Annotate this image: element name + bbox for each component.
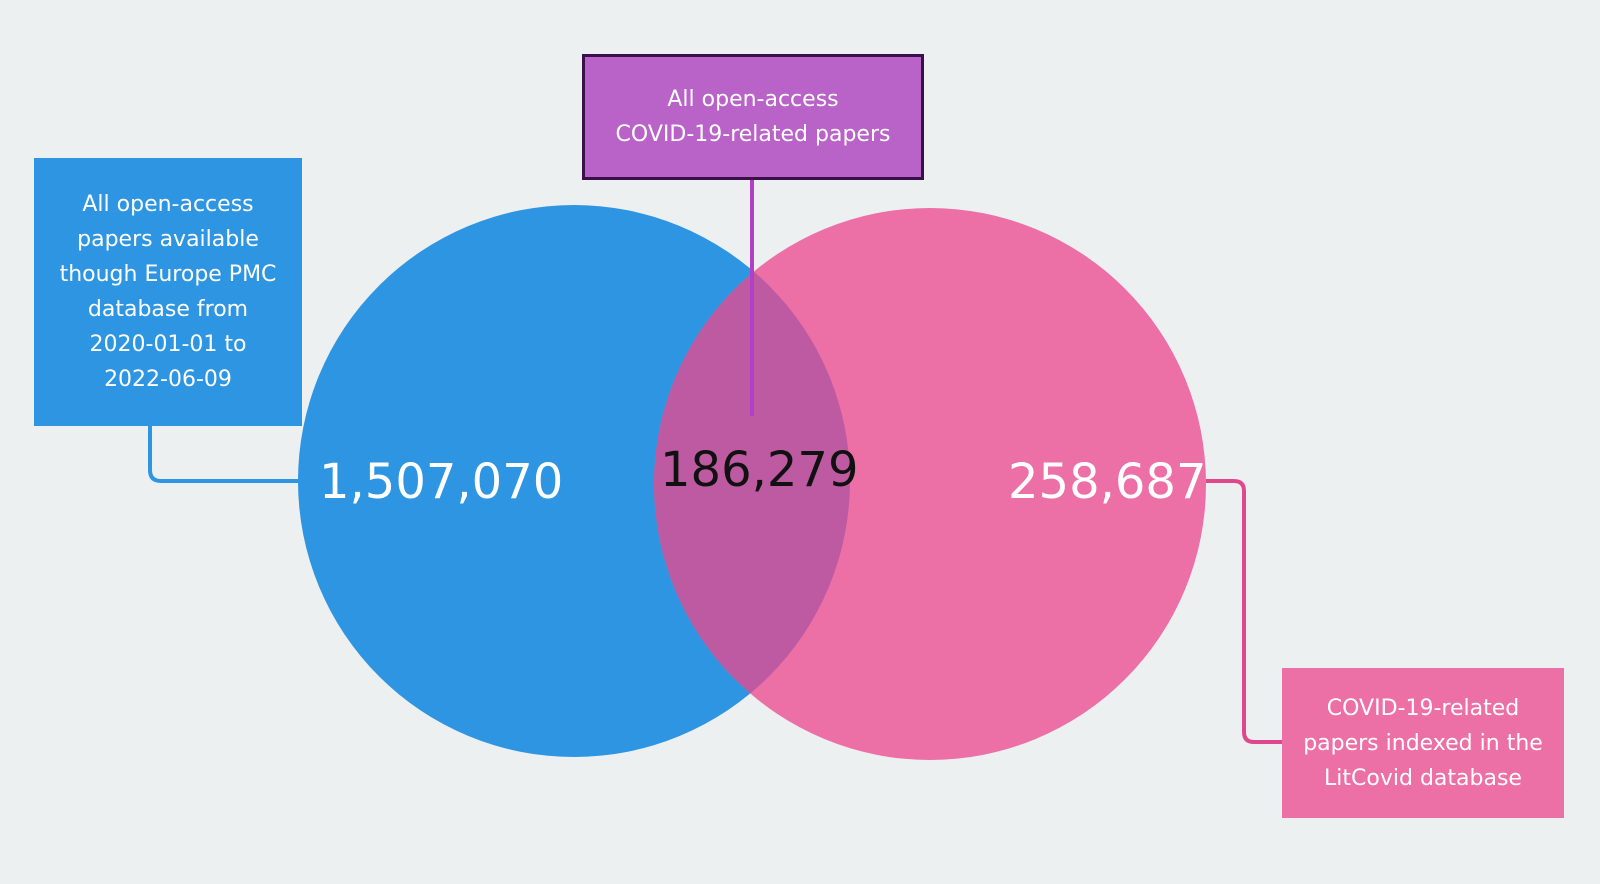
right-connector-line: [1206, 479, 1282, 744]
left-only-count: 1,507,070: [319, 454, 564, 510]
intersection-region: [654, 208, 850, 757]
intersection-label: All open-access COVID-19-related papers: [582, 54, 924, 180]
right-set-label: COVID-19-related papers indexed in the L…: [1282, 668, 1564, 818]
left-set-label: All open-access papers available though …: [34, 158, 302, 426]
intersection-count: 186,279: [660, 442, 859, 498]
right-only-count: 258,687: [1008, 454, 1207, 510]
left-connector-line: [148, 426, 298, 483]
